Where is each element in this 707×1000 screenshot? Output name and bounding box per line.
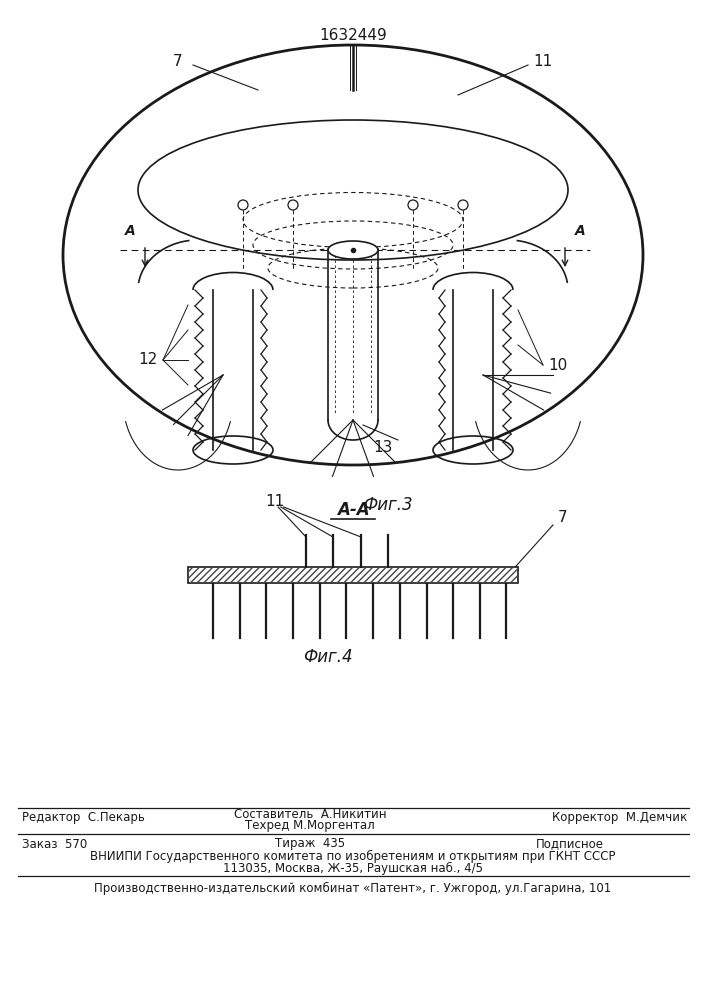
Text: 10: 10 bbox=[549, 358, 568, 372]
Text: 11: 11 bbox=[265, 494, 285, 510]
Text: Тираж  435: Тираж 435 bbox=[275, 838, 345, 850]
Text: 13: 13 bbox=[373, 440, 392, 456]
Text: Заказ  570: Заказ 570 bbox=[22, 838, 87, 850]
Text: 11: 11 bbox=[533, 54, 553, 70]
Text: ВНИИПИ Государственного комитета по изобретениям и открытиям при ГКНТ СССР: ВНИИПИ Государственного комитета по изоб… bbox=[90, 849, 616, 863]
Circle shape bbox=[408, 200, 418, 210]
Text: 113035, Москва, Ж-35, Раушская наб., 4/5: 113035, Москва, Ж-35, Раушская наб., 4/5 bbox=[223, 861, 483, 875]
Text: Подписное: Подписное bbox=[536, 838, 604, 850]
Text: Редактор  С.Пекарь: Редактор С.Пекарь bbox=[22, 812, 145, 824]
Text: 12: 12 bbox=[139, 353, 158, 367]
Text: А: А bbox=[124, 224, 135, 238]
Circle shape bbox=[458, 200, 468, 210]
Text: А-А: А-А bbox=[337, 501, 369, 519]
Text: Фиг.3: Фиг.3 bbox=[363, 496, 413, 514]
Bar bbox=[188, 567, 518, 583]
Text: Корректор  М.Демчик: Корректор М.Демчик bbox=[551, 812, 687, 824]
Text: Техред М.Моргентал: Техред М.Моргентал bbox=[245, 820, 375, 832]
Text: Фиг.4: Фиг.4 bbox=[303, 648, 353, 666]
Ellipse shape bbox=[328, 241, 378, 259]
Text: Составитель  А.Никитин: Составитель А.Никитин bbox=[234, 808, 386, 820]
Text: А: А bbox=[575, 224, 585, 238]
Text: 7: 7 bbox=[173, 54, 183, 70]
Text: 7: 7 bbox=[559, 510, 568, 526]
Circle shape bbox=[288, 200, 298, 210]
Bar bbox=[188, 567, 518, 583]
Text: Производственно-издательский комбинат «Патент», г. Ужгород, ул.Гагарина, 101: Производственно-издательский комбинат «П… bbox=[94, 881, 612, 895]
Circle shape bbox=[238, 200, 248, 210]
Text: 1632449: 1632449 bbox=[319, 27, 387, 42]
